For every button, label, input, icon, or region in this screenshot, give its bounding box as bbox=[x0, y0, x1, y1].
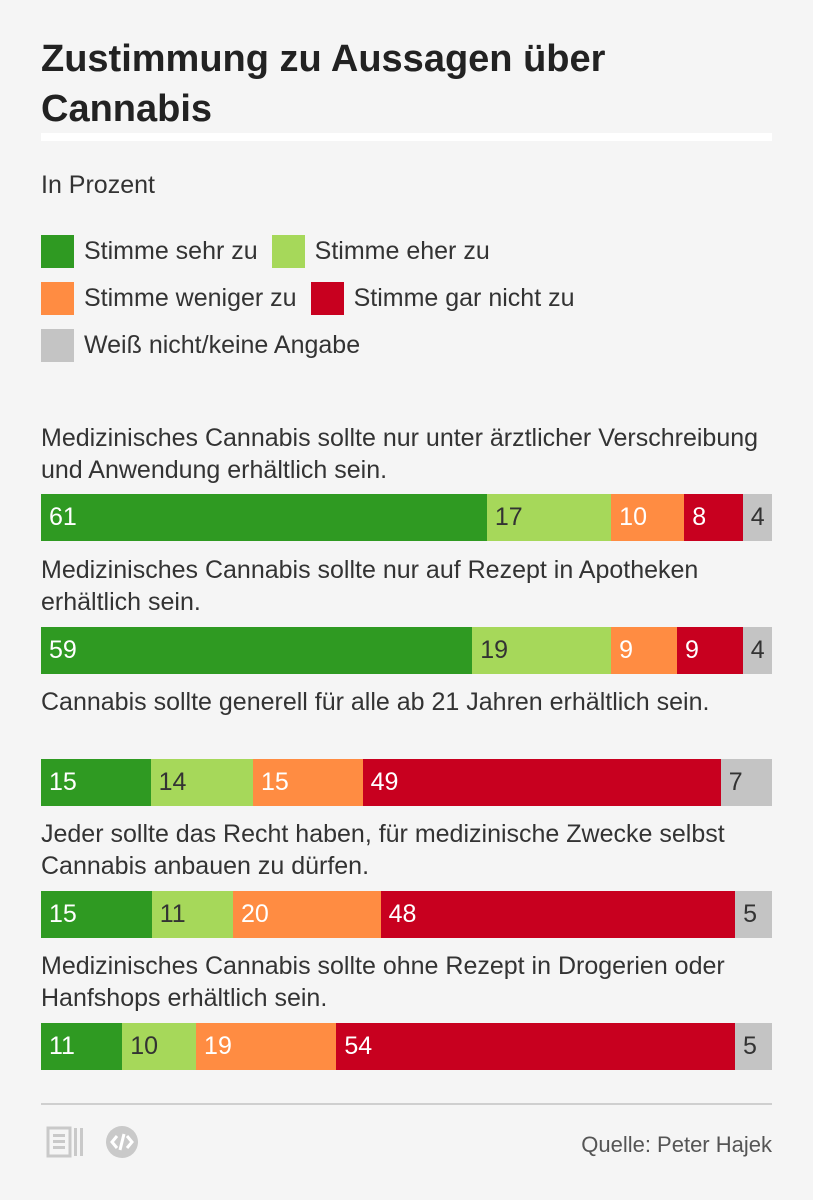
legend-label: Weiß nicht/keine Angabe bbox=[84, 331, 361, 359]
bar-segment: 11 bbox=[151, 891, 233, 938]
bar-segment: 15 bbox=[41, 759, 151, 806]
legend-row: Weiß nicht/keine Angabe bbox=[41, 322, 781, 369]
bar-segment: 19 bbox=[196, 1023, 337, 1070]
bar-segment: 49 bbox=[362, 759, 721, 806]
bar-segment: 15 bbox=[252, 759, 363, 806]
legend-item-stimme-eher-zu: Stimme eher zu bbox=[271, 235, 490, 268]
title-divider bbox=[41, 133, 772, 141]
bar-segment: 20 bbox=[232, 891, 381, 938]
bar-segment: 4 bbox=[742, 627, 772, 674]
legend-item-weiss-nicht: Weiß nicht/keine Angabe bbox=[41, 329, 360, 362]
bar-segment: 7 bbox=[720, 759, 772, 806]
chart-subtitle: In Prozent bbox=[41, 171, 155, 199]
stacked-bar-row: 15 14 15 49 7 bbox=[41, 759, 772, 806]
bar-segment: 17 bbox=[486, 494, 612, 541]
bar-segment: 15 bbox=[41, 891, 152, 938]
question-label: Medizinisches Cannabis sollte nur unter … bbox=[41, 424, 759, 484]
legend-swatch bbox=[271, 235, 305, 268]
legend-item-stimme-sehr-zu: Stimme sehr zu bbox=[41, 235, 258, 268]
bar-segment: 9 bbox=[611, 627, 677, 674]
legend-row: Stimme sehr zu Stimme eher zu bbox=[41, 228, 781, 275]
stacked-bar-row: 61 17 10 8 4 bbox=[41, 494, 772, 541]
legend-label: Stimme eher zu bbox=[314, 237, 490, 265]
source-credit: Quelle: Peter Hajek bbox=[581, 1132, 772, 1157]
legend-swatch bbox=[41, 235, 74, 268]
bar-segment: 5 bbox=[735, 1023, 772, 1070]
bar-segment: 61 bbox=[41, 494, 487, 541]
bar-segment: 5 bbox=[735, 891, 772, 938]
legend-item-stimme-gar-nicht-zu: Stimme gar nicht zu bbox=[310, 282, 575, 315]
bar-segment: 14 bbox=[150, 759, 253, 806]
stacked-bar-row: 11 10 19 54 5 bbox=[41, 1023, 772, 1070]
bar-segment: 48 bbox=[380, 891, 736, 938]
bar-segment: 19 bbox=[472, 627, 612, 674]
stacked-bar-row: 15 11 20 48 5 bbox=[41, 891, 772, 938]
footer-divider bbox=[41, 1103, 772, 1105]
legend-label: Stimme sehr zu bbox=[84, 237, 258, 265]
question-label: Cannabis sollte generell für alle ab 21 … bbox=[41, 688, 710, 716]
bar-segment: 8 bbox=[684, 494, 743, 541]
question-label: Medizinisches Cannabis sollte ohne Rezep… bbox=[41, 952, 725, 1012]
bar-segment: 54 bbox=[336, 1023, 736, 1070]
legend-row: Stimme weniger zu Stimme gar nicht zu bbox=[41, 275, 781, 322]
bar-segment: 10 bbox=[611, 494, 685, 541]
bar-segment: 11 bbox=[41, 1023, 123, 1070]
legend-swatch bbox=[41, 282, 74, 315]
legend-label: Stimme weniger zu bbox=[84, 284, 297, 312]
legend-item-stimme-weniger-zu: Stimme weniger zu bbox=[41, 282, 297, 315]
bar-segment: 10 bbox=[122, 1023, 197, 1070]
legend-label: Stimme gar nicht zu bbox=[353, 284, 575, 312]
bar-segment: 59 bbox=[41, 627, 473, 674]
stacked-bar-row: 59 19 9 9 4 bbox=[41, 627, 772, 674]
legend-swatch bbox=[310, 282, 344, 315]
document-icon[interactable] bbox=[46, 1124, 86, 1160]
bar-segment: 4 bbox=[742, 494, 772, 541]
embed-icon[interactable] bbox=[104, 1124, 140, 1160]
question-label: Jeder sollte das Recht haben, für medizi… bbox=[41, 820, 725, 880]
legend-swatch bbox=[41, 329, 74, 362]
question-label: Medizinisches Cannabis sollte nur auf Re… bbox=[41, 556, 699, 616]
chart-title: Zustimmung zu Aussagen über Cannabis bbox=[41, 38, 606, 130]
bar-segment: 9 bbox=[676, 627, 743, 674]
legend: Stimme sehr zu Stimme eher zu Stimme wen… bbox=[41, 228, 781, 369]
